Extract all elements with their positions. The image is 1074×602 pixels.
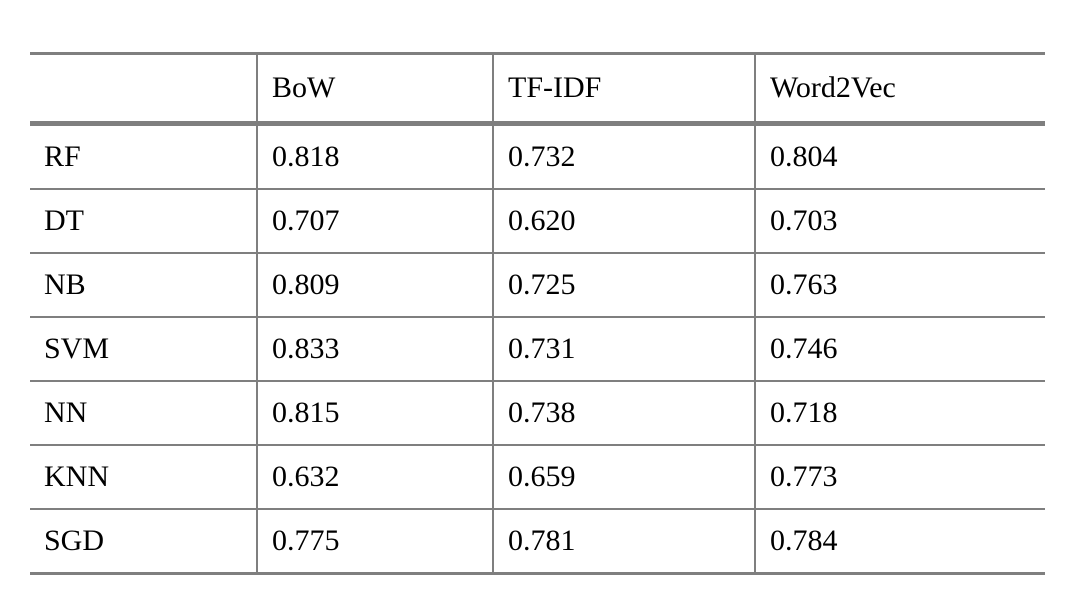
- cell-rf-bow: 0.818: [256, 122, 493, 189]
- table-row-sgd: SGD 0.775 0.781 0.784: [30, 508, 1045, 574]
- cell-knn-bow: 0.632: [256, 444, 493, 509]
- cell-rf-tfidf: 0.732: [492, 122, 755, 189]
- row-label: KNN: [30, 444, 257, 509]
- cell-knn-word2vec: 0.773: [754, 444, 1045, 509]
- table-row-dt: DT 0.707 0.620 0.703: [30, 188, 1045, 253]
- row-label: NB: [30, 252, 257, 317]
- table-row-nn: NN 0.815 0.738 0.718: [30, 380, 1045, 445]
- cell-svm-word2vec: 0.746: [754, 316, 1045, 381]
- cell-dt-bow: 0.707: [256, 188, 493, 253]
- cell-nn-word2vec: 0.718: [754, 380, 1045, 445]
- col-header-bow: BoW: [256, 53, 493, 126]
- cell-svm-tfidf: 0.731: [492, 316, 755, 381]
- table-row-nb: NB 0.809 0.725 0.763: [30, 252, 1045, 317]
- cell-sgd-tfidf: 0.781: [492, 508, 755, 574]
- table-row-knn: KNN 0.632 0.659 0.773: [30, 444, 1045, 509]
- cell-knn-tfidf: 0.659: [492, 444, 755, 509]
- cell-nn-bow: 0.815: [256, 380, 493, 445]
- cell-svm-bow: 0.833: [256, 316, 493, 381]
- row-label: RF: [30, 122, 257, 189]
- cell-dt-tfidf: 0.620: [492, 188, 755, 253]
- row-label: DT: [30, 188, 257, 253]
- results-table-container: BoW TF-IDF Word2Vec RF 0.818 0.732 0.804…: [30, 52, 1045, 575]
- col-header-empty: [30, 53, 257, 126]
- results-table: BoW TF-IDF Word2Vec RF 0.818 0.732 0.804…: [30, 52, 1045, 575]
- cell-rf-word2vec: 0.804: [754, 122, 1045, 189]
- col-header-word2vec: Word2Vec: [754, 53, 1045, 126]
- cell-sgd-word2vec: 0.784: [754, 508, 1045, 574]
- row-label: SGD: [30, 508, 257, 574]
- col-header-tfidf: TF-IDF: [492, 53, 755, 126]
- cell-nb-bow: 0.809: [256, 252, 493, 317]
- cell-nb-tfidf: 0.725: [492, 252, 755, 317]
- row-label: SVM: [30, 316, 257, 381]
- header-row: BoW TF-IDF Word2Vec: [30, 53, 1045, 126]
- table-row-rf: RF 0.818 0.732 0.804: [30, 122, 1045, 189]
- cell-sgd-bow: 0.775: [256, 508, 493, 574]
- table-row-svm: SVM 0.833 0.731 0.746: [30, 316, 1045, 381]
- row-label: NN: [30, 380, 257, 445]
- table-body: RF 0.818 0.732 0.804 DT 0.707 0.620 0.70…: [30, 122, 1045, 574]
- cell-nb-word2vec: 0.763: [754, 252, 1045, 317]
- cell-dt-word2vec: 0.703: [754, 188, 1045, 253]
- cell-nn-tfidf: 0.738: [492, 380, 755, 445]
- table-header: BoW TF-IDF Word2Vec: [30, 53, 1045, 126]
